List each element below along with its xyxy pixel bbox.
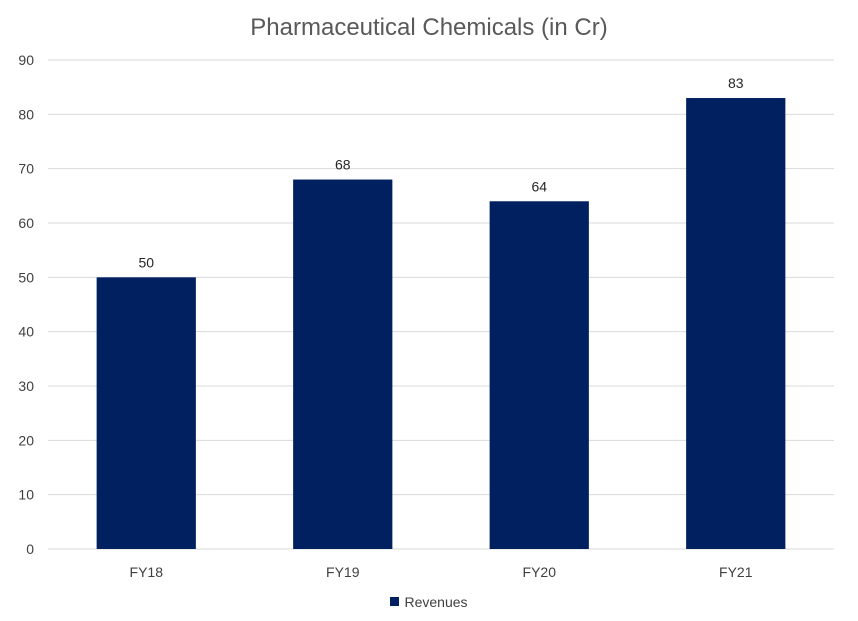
legend-swatch-revenues: [390, 597, 400, 606]
y-tick-label: 10: [18, 487, 34, 503]
legend-label-revenues: Revenues: [404, 594, 468, 610]
y-tick-label: 60: [18, 215, 34, 231]
x-tick-label-fy20: FY20: [523, 564, 557, 580]
y-tick-label: 50: [18, 269, 34, 285]
bar-fy20[interactable]: [489, 201, 589, 549]
y-tick-label: 90: [18, 52, 34, 68]
y-tick-label: 70: [18, 161, 34, 177]
x-tick-label-fy21: FY21: [719, 564, 753, 580]
data-label-fy20: 64: [531, 178, 547, 194]
y-tick-label: 20: [18, 432, 34, 448]
x-tick-label-fy18: FY18: [130, 564, 164, 580]
y-tick-label: 40: [18, 324, 34, 340]
x-tick-label-fy19: FY19: [326, 564, 360, 580]
y-tick-label: 30: [18, 378, 34, 394]
data-label-fy21: 83: [728, 75, 744, 91]
data-label-fy19: 68: [335, 157, 351, 173]
legend: Revenues: [0, 592, 858, 612]
data-label-fy18: 50: [138, 254, 154, 270]
chart-title: Pharmaceutical Chemicals (in Cr): [250, 14, 608, 41]
bar-fy19[interactable]: [293, 179, 393, 550]
bar-fy21[interactable]: [686, 98, 786, 550]
y-tick-label: 0: [26, 541, 34, 557]
y-tick-label: 80: [18, 106, 34, 122]
bar-fy18[interactable]: [96, 277, 196, 549]
